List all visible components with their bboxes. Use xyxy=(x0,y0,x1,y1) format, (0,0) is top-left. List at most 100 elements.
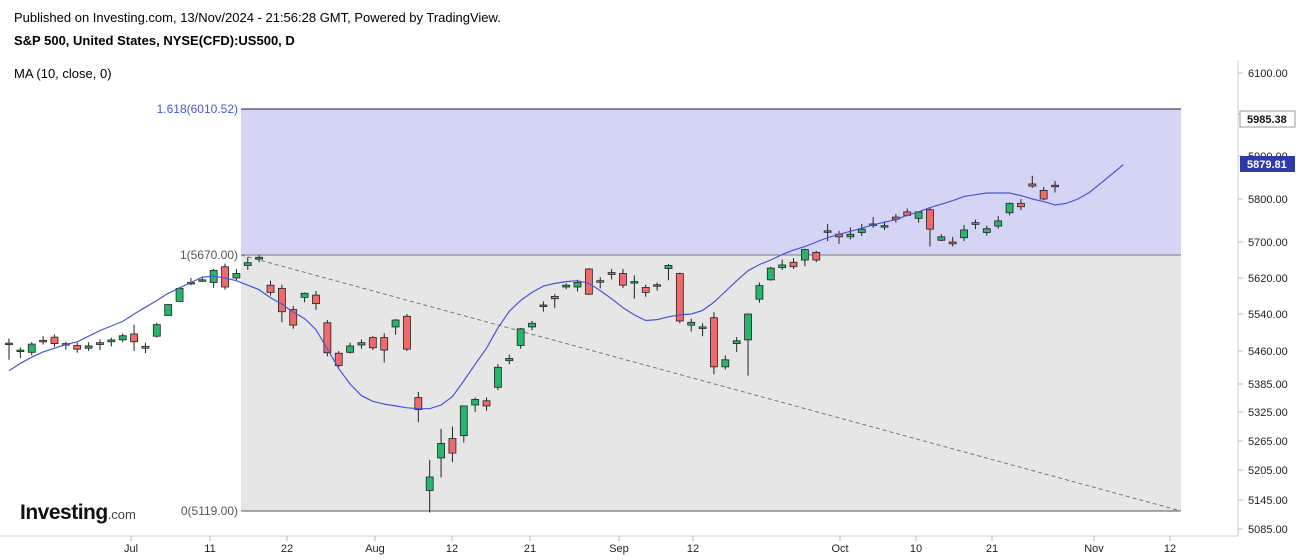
candle-body xyxy=(550,296,559,300)
price-tick-label: 6100.00 xyxy=(1248,68,1288,80)
candle-body xyxy=(164,304,173,316)
candle xyxy=(926,207,934,247)
candle-body xyxy=(778,264,787,269)
candle-body xyxy=(5,342,13,346)
candle-body xyxy=(27,343,36,353)
candle-body xyxy=(482,400,491,407)
candle xyxy=(84,342,93,351)
candle xyxy=(198,277,207,283)
time-tick-label: 12 xyxy=(446,543,458,555)
candle xyxy=(437,428,445,478)
candle-body xyxy=(141,345,150,349)
candle-body xyxy=(857,228,866,233)
candle-body xyxy=(198,279,207,282)
candle-body xyxy=(414,397,423,411)
candle xyxy=(721,355,730,370)
candle xyxy=(107,337,116,347)
candle-body xyxy=(130,333,138,343)
candle-body xyxy=(926,209,934,230)
candle-body xyxy=(528,322,536,328)
candle xyxy=(141,342,150,354)
ma-value-badge: 5879.81 xyxy=(1240,156,1295,172)
candle xyxy=(1005,202,1014,216)
candle-body xyxy=(96,342,104,345)
candle-body xyxy=(664,264,673,269)
candle-body xyxy=(84,345,93,349)
fib-label-0: 0(5119.00) xyxy=(181,504,238,518)
candle-body xyxy=(266,284,275,293)
candle-body xyxy=(516,328,525,346)
candle xyxy=(607,269,616,280)
price-tick-label: 5205.00 xyxy=(1248,465,1288,477)
candle-body xyxy=(448,438,457,454)
candle xyxy=(653,282,661,291)
price-tick-label: 5385.00 xyxy=(1248,379,1288,391)
time-tick-label: Oct xyxy=(831,543,848,555)
candle xyxy=(357,339,366,349)
candle xyxy=(289,305,298,329)
price-tick-label: 5085.00 xyxy=(1248,524,1288,536)
candle xyxy=(732,337,741,352)
candle-body xyxy=(118,335,127,341)
candle xyxy=(573,279,582,292)
time-tick-label: Aug xyxy=(365,543,385,555)
candle-body xyxy=(948,241,957,245)
candle xyxy=(619,269,627,288)
candle xyxy=(562,283,571,290)
candle xyxy=(584,268,593,296)
candle xyxy=(152,322,161,338)
candle-body xyxy=(721,359,730,368)
candle xyxy=(448,426,457,463)
time-tick-label: Sep xyxy=(609,543,629,555)
price-axis: 6100.006020.005900.005800.005700.005620.… xyxy=(1238,68,1288,536)
fib-trend-line xyxy=(240,254,1182,512)
candle-body xyxy=(437,443,445,459)
candle-body xyxy=(277,287,286,313)
candle xyxy=(960,224,968,242)
candle-body xyxy=(698,326,707,329)
candle xyxy=(1039,186,1048,201)
indicator-legend: MA (10, close, 0) xyxy=(14,66,112,81)
candle xyxy=(73,342,82,353)
candle xyxy=(664,264,673,281)
candle-body xyxy=(801,249,809,261)
fib-label-1: 1(5670.00) xyxy=(180,248,238,262)
candle xyxy=(494,364,502,391)
candle xyxy=(403,314,411,351)
candle xyxy=(96,339,104,351)
candle-body xyxy=(494,366,502,388)
candle xyxy=(414,391,423,423)
candle xyxy=(505,354,514,365)
candle xyxy=(857,223,866,236)
time-tick-label: 21 xyxy=(986,543,998,555)
candle xyxy=(641,284,650,297)
price-tick-label: 5265.00 xyxy=(1248,436,1288,448)
candle-body xyxy=(630,281,639,284)
investing-logo: Investing.com xyxy=(20,501,136,525)
time-tick-label: Nov xyxy=(1084,543,1104,555)
candle-body xyxy=(380,337,389,351)
candle xyxy=(812,251,821,263)
candle-body xyxy=(812,251,821,261)
candle-body xyxy=(823,230,832,233)
candle xyxy=(710,312,718,375)
candle xyxy=(766,266,775,281)
candle-body xyxy=(175,287,184,302)
last-price-badge: 5985.38 xyxy=(1239,110,1296,128)
candle xyxy=(1051,180,1059,193)
candle-body xyxy=(789,261,798,268)
candle xyxy=(209,269,218,288)
candle xyxy=(982,225,991,236)
time-tick-label: Jul xyxy=(124,543,138,555)
candle xyxy=(971,219,980,230)
candle-body xyxy=(1039,189,1048,200)
candle-body xyxy=(971,222,980,225)
candle-body xyxy=(766,267,775,281)
candle-body xyxy=(346,345,355,353)
time-tick-label: 11 xyxy=(204,543,215,555)
candle xyxy=(801,248,809,267)
candle-body xyxy=(232,273,241,279)
candle xyxy=(994,216,1003,229)
logo-text: Investing xyxy=(20,501,108,524)
